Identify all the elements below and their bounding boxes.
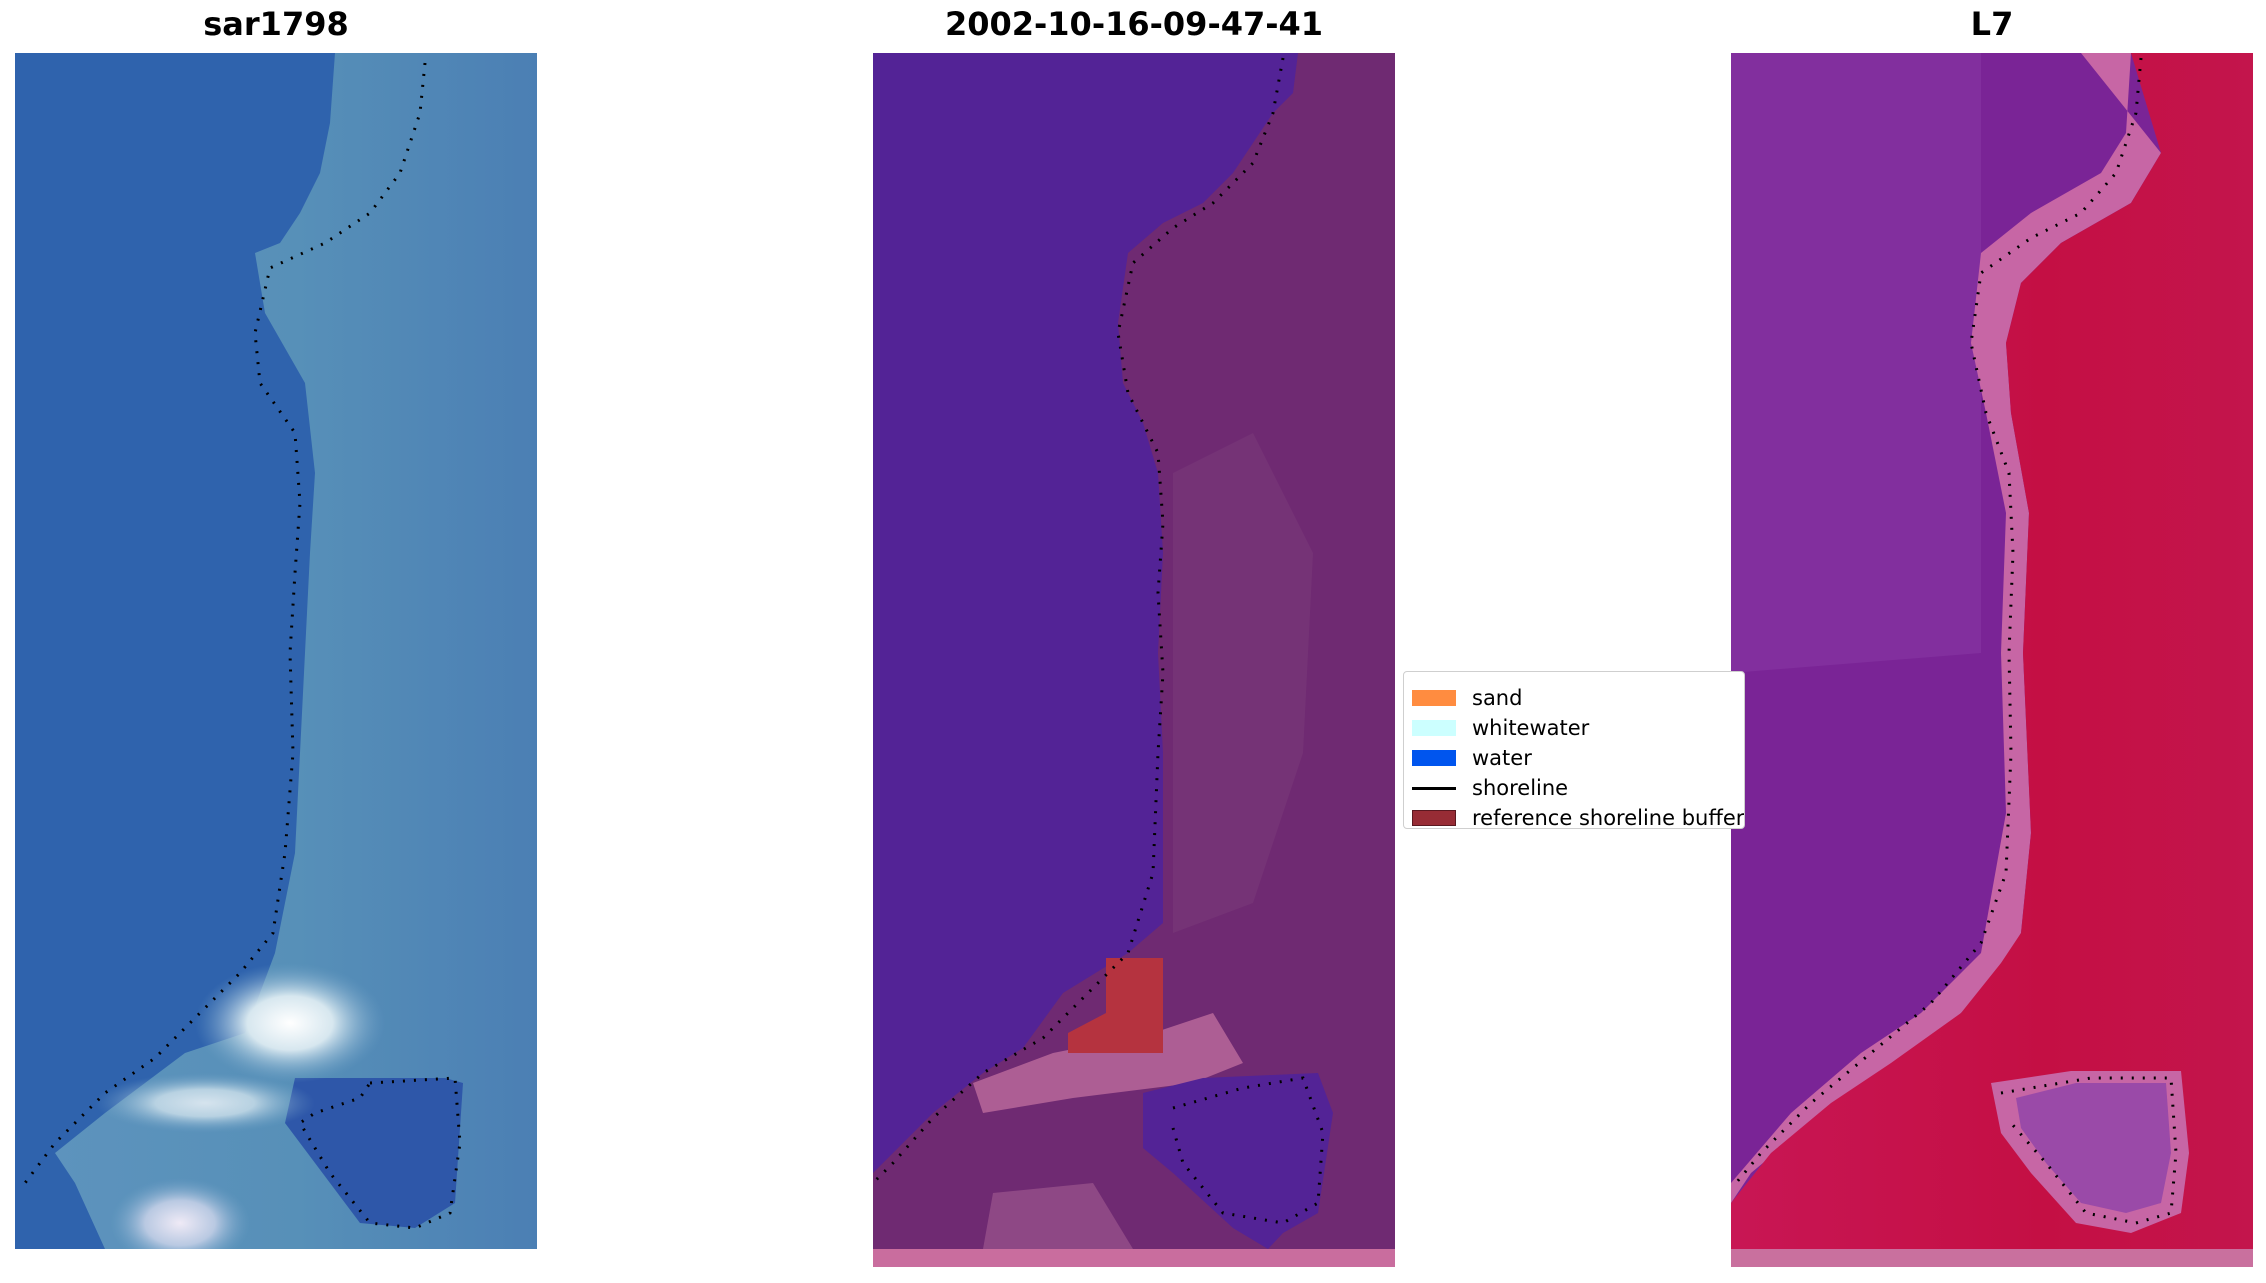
classified-land (873, 53, 1395, 1249)
classified-lagoon (1143, 1073, 1333, 1249)
legend-item-shoreline: shoreline (1412, 773, 1568, 803)
rgb-whitewater-bottom (110, 1178, 250, 1249)
rgb-whitewater-main (195, 963, 385, 1083)
legend-item-sand: sand (1412, 683, 1522, 713)
legend-label: water (1472, 746, 1532, 770)
legend-line-shoreline (1412, 786, 1456, 790)
index-lagoon (2016, 1083, 2171, 1213)
index-image (1731, 53, 2253, 1267)
legend-label: whitewater (1472, 716, 1590, 740)
rgb-lagoon (285, 1078, 463, 1228)
legend-swatch-water (1412, 750, 1456, 766)
legend-item-water: water (1412, 743, 1532, 773)
classified-bottom-strip (873, 1249, 1395, 1267)
classified-shoreline (873, 57, 1285, 1185)
panel-title-index: L7 (1970, 5, 2014, 43)
legend-label: sand (1472, 686, 1523, 710)
rgb-image-panel (15, 53, 537, 1249)
rgb-image (15, 53, 537, 1249)
legend-swatch-sand (1412, 690, 1456, 706)
index-image-panel (1731, 53, 2253, 1267)
panel-title-classified: 2002-10-16-09-47-41 (944, 5, 1324, 43)
panel-title-rgb: sar1798 (203, 5, 349, 43)
classified-land-shade (1173, 433, 1313, 933)
legend: sand whitewater water shoreline referenc… (1403, 671, 1745, 829)
legend-swatch-whitewater (1412, 720, 1456, 736)
index-water-shade (1731, 53, 1981, 673)
index-land (1731, 53, 2253, 1249)
classified-pink-band (973, 1013, 1243, 1113)
index-shore-band (1731, 53, 2161, 1203)
legend-item-whitewater: whitewater (1412, 713, 1589, 743)
classified-pink-bottom (983, 1183, 1133, 1249)
rgb-whitewater-band (95, 1073, 315, 1133)
legend-label: shoreline (1472, 776, 1569, 800)
classified-sand-patch (1068, 958, 1163, 1053)
legend-label: reference shoreline buffer (1472, 806, 1745, 829)
classified-image-panel (873, 53, 1395, 1267)
index-bottom-strip (1731, 1249, 2253, 1267)
classified-image (873, 53, 1395, 1267)
legend-swatch-reference-buffer (1412, 810, 1456, 826)
legend-item-reference-buffer: reference shoreline buffer (1412, 803, 1745, 829)
rgb-land (55, 53, 537, 1249)
